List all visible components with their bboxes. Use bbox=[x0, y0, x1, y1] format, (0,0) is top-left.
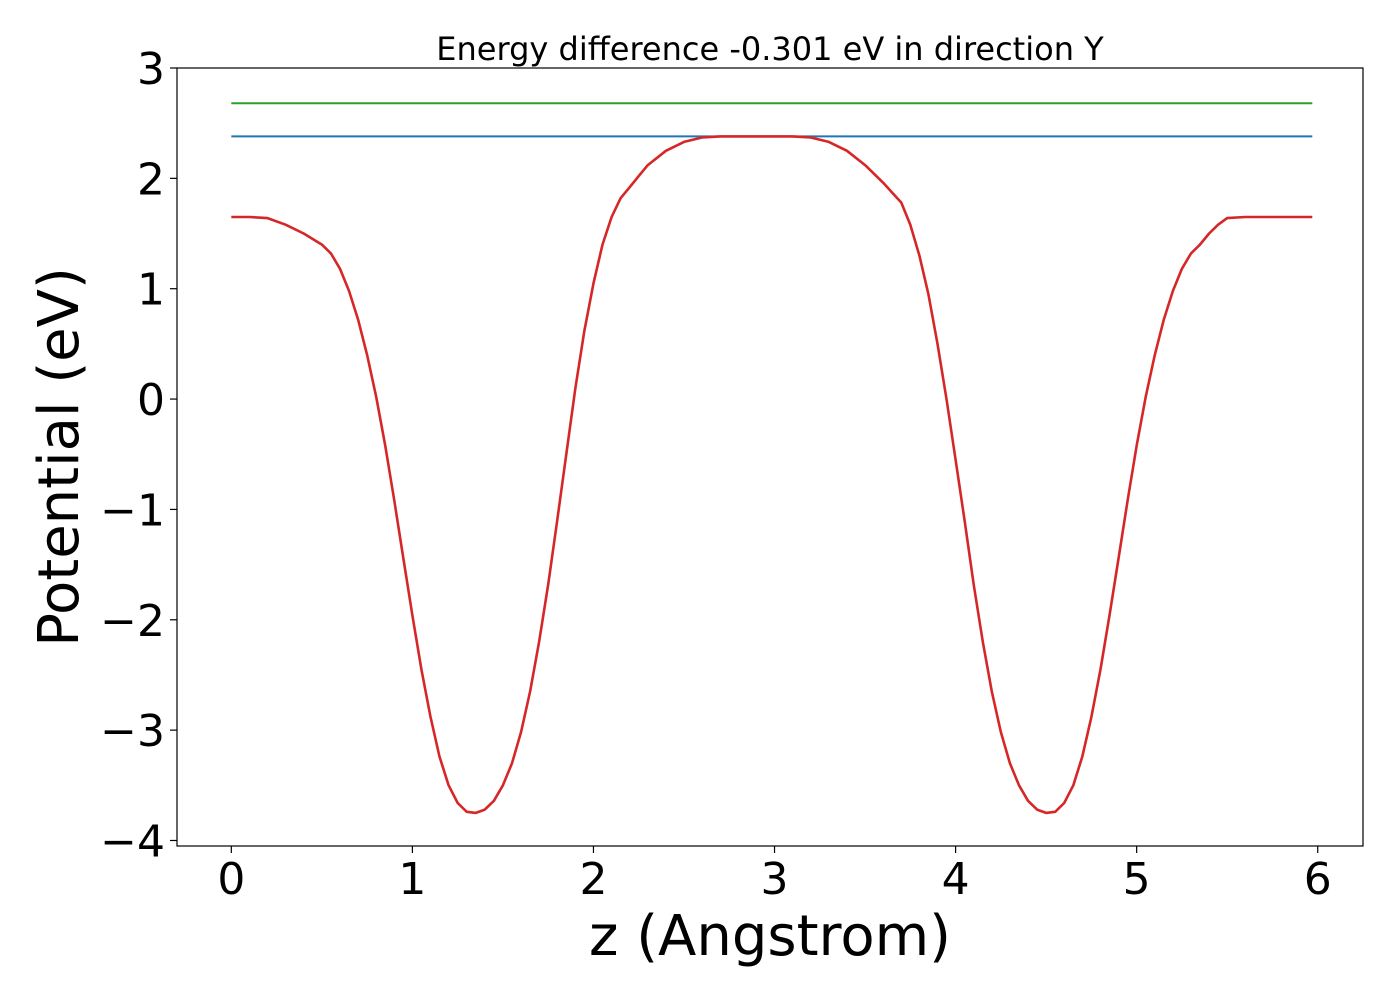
y-tick-label: 3 bbox=[137, 44, 165, 95]
y-tick-label: 1 bbox=[137, 265, 165, 316]
x-axis-ticks: 0 1 2 3 4 5 6 bbox=[217, 846, 1332, 905]
x-tick-label: 2 bbox=[579, 854, 607, 905]
series-group bbox=[231, 102, 1313, 815]
series-line-2 bbox=[231, 135, 1313, 815]
y-tick-label: −1 bbox=[100, 485, 165, 536]
x-tick-label: 5 bbox=[1123, 854, 1151, 905]
x-tick-label: 1 bbox=[398, 854, 426, 905]
y-tick-label: 2 bbox=[137, 154, 165, 205]
y-tick-label: 0 bbox=[137, 375, 165, 426]
y-axis-ticks: 3 2 1 0 −1 −2 −3 −4 bbox=[100, 44, 177, 867]
x-tick-label: 4 bbox=[942, 854, 970, 905]
y-tick-label: −3 bbox=[100, 706, 165, 757]
x-tick-label: 3 bbox=[761, 854, 789, 905]
plot-area-frame bbox=[176, 67, 1364, 847]
x-tick-label: 6 bbox=[1304, 854, 1332, 905]
chart-title: Energy difference -0.301 eV in direction… bbox=[436, 30, 1104, 68]
y-tick-label: −2 bbox=[100, 596, 165, 647]
x-axis-label: z (Angstrom) bbox=[589, 904, 951, 969]
y-tick-label: −4 bbox=[100, 816, 165, 867]
y-axis-label: Potential (eV) bbox=[27, 267, 92, 647]
x-tick-label: 0 bbox=[217, 854, 245, 905]
